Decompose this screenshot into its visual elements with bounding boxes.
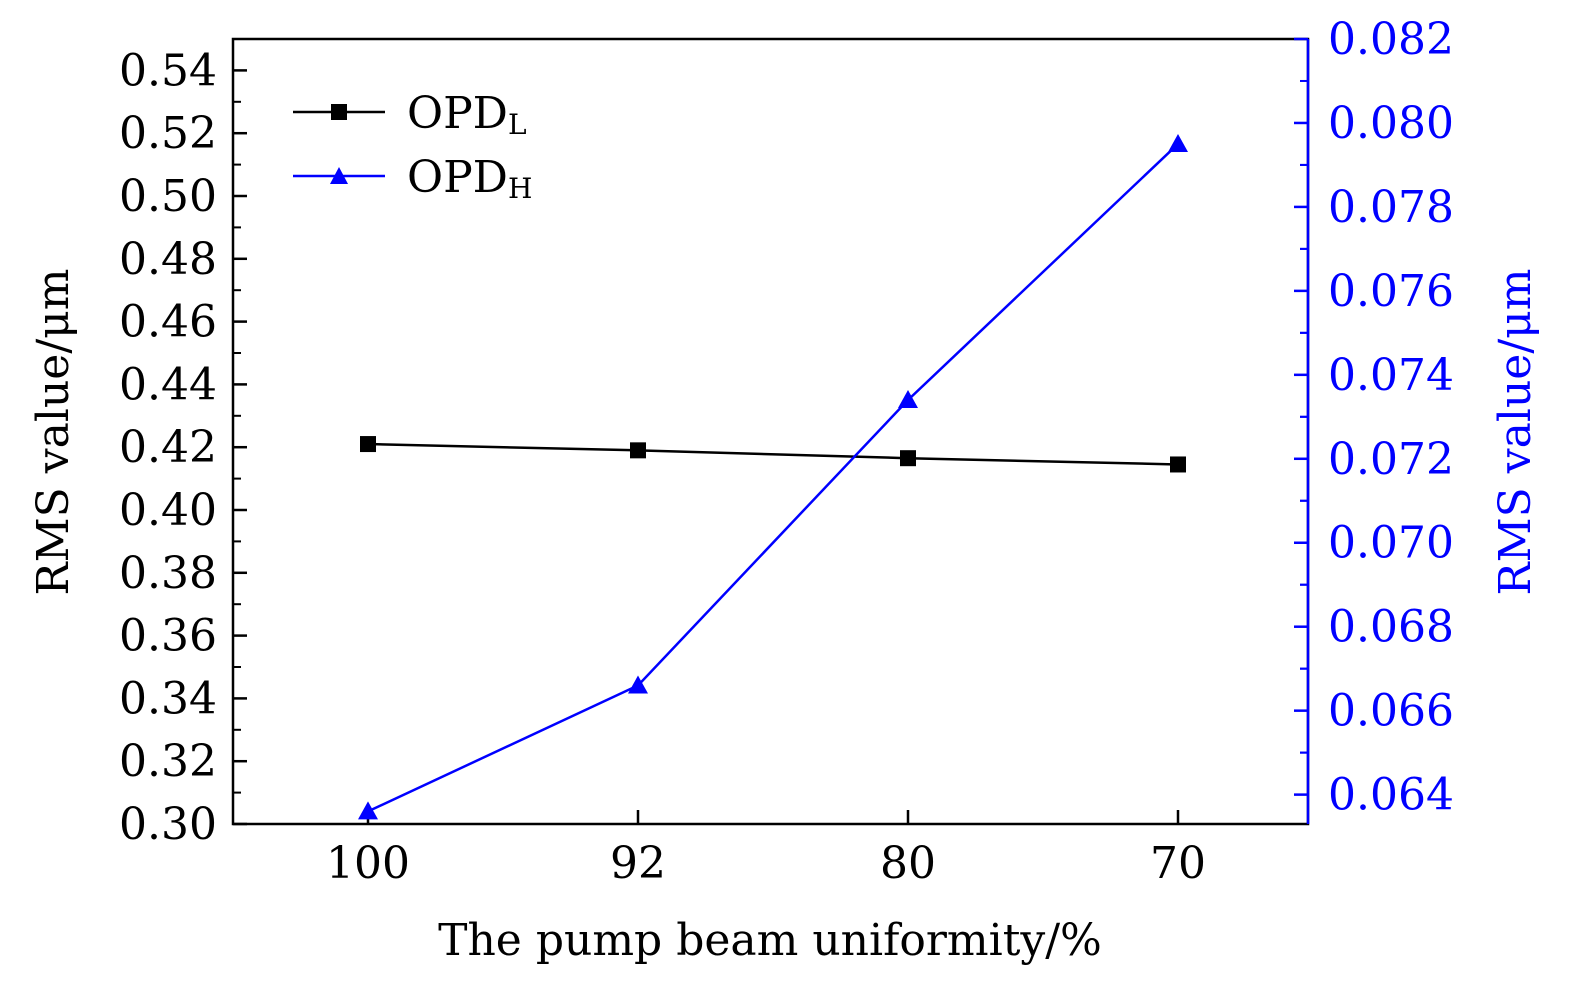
left-tick-label: 0.32 [119,736,217,787]
legend-marker-triangle [330,167,348,184]
x-tick-label: 100 [326,838,410,889]
left-tick-label: 0.40 [119,485,217,536]
series-group [358,133,1188,820]
left-tick-label: 0.54 [119,45,217,96]
x-tick-label: 92 [610,838,666,889]
left-tick-label: 0.38 [119,548,217,599]
data-point-triangle [1168,133,1188,152]
right-tick-label: 0.072 [1328,434,1454,485]
x-axis-ticks: 100 92 80 70 [326,810,1206,889]
x-axis-title: The pump beam uniformity/% [438,915,1102,966]
data-point-triangle [628,675,648,694]
legend-item-opd-l: OPDL [293,88,527,141]
data-point-square [1170,456,1186,473]
legend-item-opd-h: OPDH [293,152,532,205]
x-tick-label: 80 [880,838,936,889]
legend-sub-opd-l: L [508,108,527,141]
x-tick-label: 70 [1150,838,1206,889]
y-axis-title-left: RMS value/μm [28,269,79,596]
legend-name-opd-h: OPD [407,152,508,203]
left-tick-label: 0.34 [119,673,217,724]
legend-label-opd-h: OPDH [407,152,532,205]
data-point-square [360,436,376,453]
left-tick-label: 0.52 [119,108,217,159]
right-tick-label: 0.068 [1328,602,1454,653]
right-tick-label: 0.066 [1328,686,1454,737]
y-axis-title-right: RMS value/μm [1490,269,1541,596]
series-line-h [367,143,1179,813]
left-tick-label: 0.42 [119,422,217,473]
right-tick-label: 0.074 [1328,350,1454,401]
left-tick-label: 0.46 [119,297,217,348]
left-tick-label: 0.44 [119,359,217,410]
plot-frame [231,37,1310,826]
left-tick-label: 0.50 [119,171,217,222]
data-point-triangle [898,390,918,409]
right-axis-ticks: 0.064 0.066 0.068 0.070 0.072 0.074 0.076 0.078… [1294,14,1454,821]
legend: OPDL OPDH [293,88,532,205]
right-tick-label: 0.080 [1328,98,1454,149]
series-line-l [367,442,1179,466]
left-tick-label: 0.30 [119,799,217,850]
right-tick-label: 0.070 [1328,518,1454,569]
left-tick-label: 0.36 [119,611,217,662]
legend-sub-opd-h: H [508,172,532,205]
left-tick-label: 0.48 [119,234,217,285]
right-tick-label: 0.078 [1328,182,1454,233]
right-tick-label: 0.076 [1328,266,1454,317]
data-point-square [900,450,916,467]
right-tick-label: 0.082 [1328,14,1454,65]
right-tick-label: 0.064 [1328,770,1454,821]
data-point-triangle [358,801,378,820]
legend-marker-square [331,104,347,120]
legend-name-opd-l: OPD [407,88,508,139]
legend-label-opd-l: OPDL [407,88,527,141]
data-point-square [630,442,646,459]
left-axis-ticks: 0.30 0.32 0.34 0.36 0.38 0.40 0.42 0.44 0.46 0.48… [119,45,247,850]
